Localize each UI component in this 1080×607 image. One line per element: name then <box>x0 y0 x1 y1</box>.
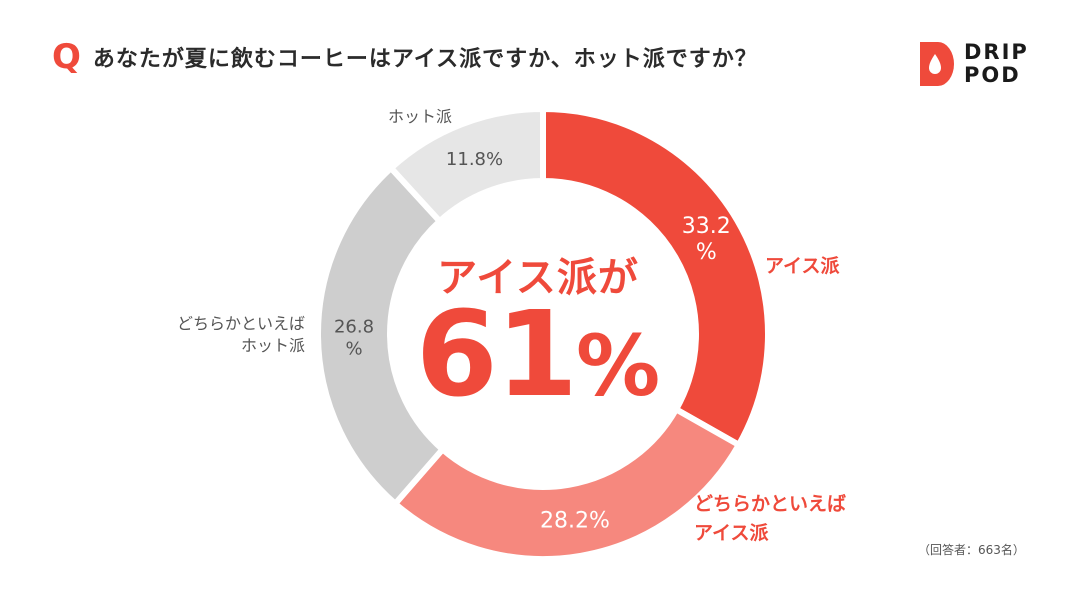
chart-slices <box>315 106 771 562</box>
q-icon: Q <box>52 37 81 77</box>
center-summary-number: 61 <box>415 285 578 423</box>
brand-name-line2: POD <box>964 63 1021 87</box>
slice-3 <box>315 165 446 507</box>
slice-value-label-1: 33.2% <box>682 214 731 265</box>
slice-category-label-1: アイス派 <box>765 255 840 277</box>
center-summary-unit: % <box>576 317 661 415</box>
slice-1 <box>540 106 771 448</box>
brand-name-line1: DRIP <box>964 40 1029 64</box>
slice-category-label-2: どちらかといえば アイス派 <box>694 493 847 544</box>
center-summary-label: アイス派が <box>437 255 639 301</box>
question-header: Q あなたが夏に飲むコーヒーはアイス派ですか、ホット派ですか？ <box>52 40 758 74</box>
slice-value-label-4: 11.8% <box>446 149 503 170</box>
slice-2 <box>392 406 742 562</box>
center-summary-value: 61% <box>393 285 683 423</box>
drip-pod-logo-icon <box>920 42 954 86</box>
slice-4 <box>388 106 546 225</box>
slice-category-label-4: ホット派 <box>387 107 452 126</box>
slice-value-label-3: 26.8% <box>334 316 374 359</box>
brand-logo: DRIP POD <box>918 40 1029 88</box>
chart-title: あなたが夏に飲むコーヒーはアイス派ですか、ホット派ですか？ <box>92 47 758 72</box>
respondent-note: （回答者：663名） <box>918 543 1025 557</box>
slice-value-label-2: 28.2% <box>540 508 610 533</box>
slice-category-label-3: どちらかといえば ホット派 <box>176 314 305 355</box>
chart-value-labels: 33.2 % 28.2% 26.8 % 11.8% <box>334 149 731 533</box>
